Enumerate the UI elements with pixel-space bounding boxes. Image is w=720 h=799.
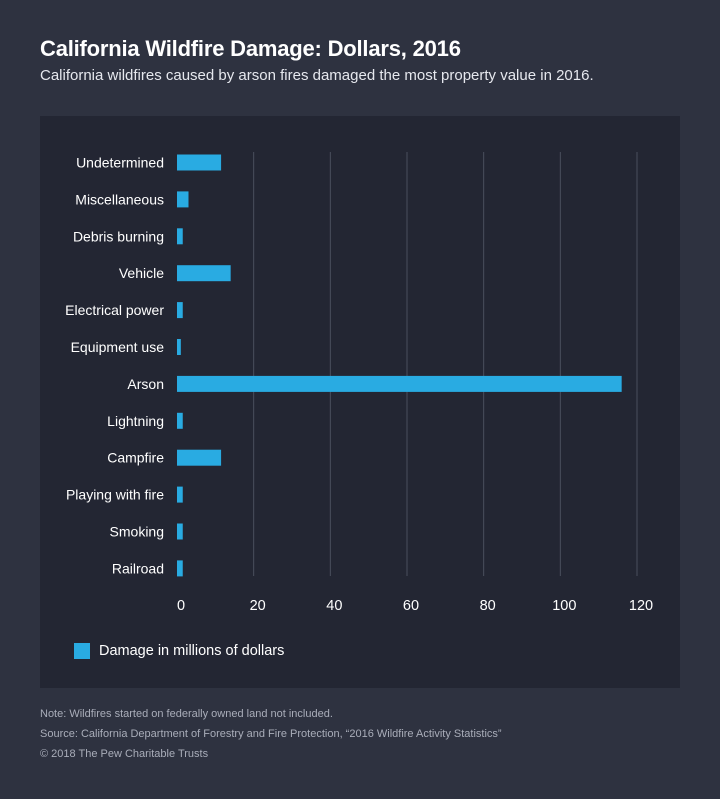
x-tick-label: 120 [629,598,653,614]
copyright: © 2018 The Pew Charitable Trusts [40,748,209,760]
bar [177,375,622,392]
footnote: Note: Wildfires started on federally own… [40,708,333,720]
x-tick-label: 20 [250,598,266,614]
bar [177,412,183,429]
bar [177,339,181,355]
bar [177,302,183,319]
category-label: Campfire [107,450,164,466]
category-label: Lightning [107,413,164,429]
legend-swatch [74,643,90,659]
category-label: Playing with fire [66,487,164,503]
legend-label: Damage in millions of dollars [99,643,285,659]
category-label: Smoking [110,524,164,540]
bar [177,449,222,466]
category-label: Debris burning [73,228,164,244]
bar-chart: 0 20 40 60 80 100 120 Undetermined Miscellaneous… [65,152,653,614]
legend: Damage in millions of dollars [74,643,284,659]
bar [177,560,183,577]
bar [177,191,189,208]
source-note: Source: California Department of Forestr… [40,728,502,740]
bar [177,228,183,245]
x-tick-label: 80 [480,598,496,614]
chart-panel: 0 20 40 60 80 100 120 Undetermined Miscellaneous… [40,116,680,688]
category-label: Vehicle [119,265,164,281]
x-tick-label: 100 [552,598,576,614]
category-label: Equipment use [71,339,165,355]
bar [177,486,183,503]
x-tick-label: 40 [326,598,342,614]
x-tick-label: 60 [403,598,419,614]
bar [177,265,231,282]
category-label: Electrical power [65,302,164,318]
category-label: Arson [127,376,164,392]
category-label: Miscellaneous [75,191,164,207]
chart-subtitle: California wildfires caused by arson fir… [40,67,594,84]
x-tick-label: 0 [177,598,185,614]
category-label: Railroad [112,560,164,576]
category-label: Undetermined [76,155,164,171]
bar [177,523,183,540]
bar [177,154,222,171]
chart-title: California Wildfire Damage: Dollars, 201… [40,36,461,61]
